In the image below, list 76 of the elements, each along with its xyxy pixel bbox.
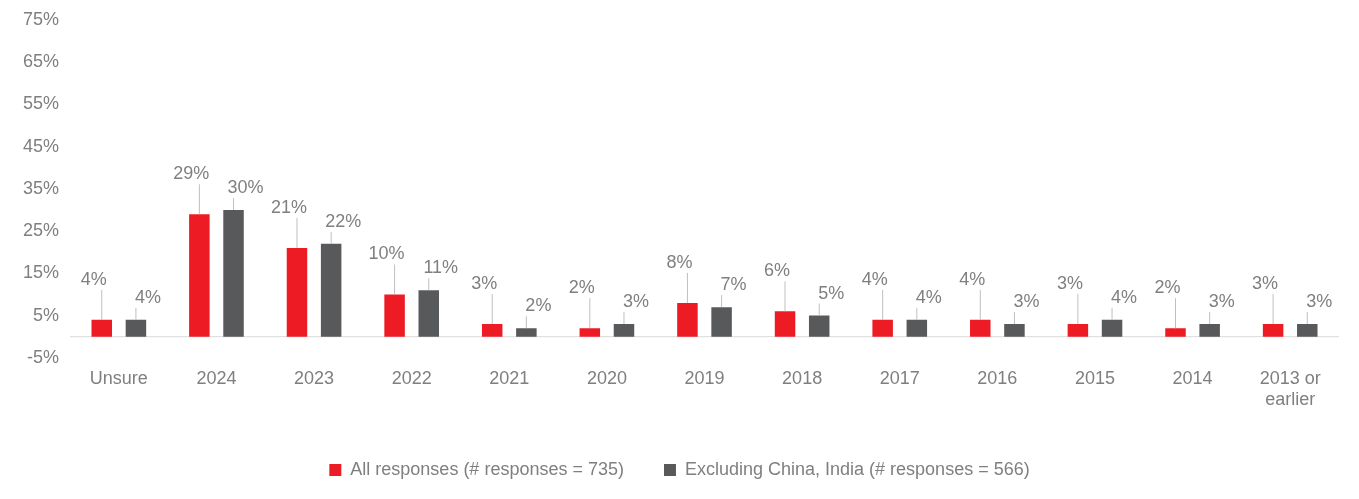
data-label: 4% bbox=[915, 286, 942, 307]
bar bbox=[1297, 324, 1318, 337]
y-tick-label: 45% bbox=[23, 135, 60, 156]
bar bbox=[1165, 328, 1186, 337]
bar bbox=[1101, 319, 1123, 337]
bar bbox=[516, 328, 537, 337]
data-label: 5% bbox=[818, 282, 845, 303]
bar bbox=[1067, 324, 1089, 337]
data-label: 3% bbox=[471, 272, 498, 293]
data-label: 4% bbox=[861, 268, 888, 289]
data-label: 22% bbox=[325, 210, 362, 231]
bar bbox=[808, 315, 830, 337]
x-tick-label: 2023 bbox=[294, 367, 335, 388]
bar bbox=[418, 290, 440, 337]
x-tick-label: 2021 bbox=[489, 367, 530, 388]
data-label: 8% bbox=[666, 251, 693, 272]
bar bbox=[91, 319, 112, 337]
bar bbox=[481, 324, 503, 337]
bar bbox=[711, 307, 732, 337]
bar bbox=[906, 319, 928, 337]
bar bbox=[774, 311, 796, 337]
y-tick-label: -5% bbox=[27, 346, 60, 367]
data-label: 29% bbox=[173, 163, 210, 184]
bar bbox=[677, 302, 698, 337]
x-tick-label: 2022 bbox=[391, 367, 432, 388]
data-label: 7% bbox=[720, 274, 747, 295]
x-tick-label: 2014 bbox=[1172, 367, 1213, 388]
bar bbox=[1199, 324, 1220, 337]
x-tick-label: 2013 or earlier bbox=[1259, 367, 1321, 410]
x-tick-label: 2015 bbox=[1074, 367, 1115, 388]
data-label: 4% bbox=[80, 268, 107, 289]
x-tick-label: 2019 bbox=[684, 367, 725, 388]
y-tick-label: 5% bbox=[33, 304, 60, 325]
bar bbox=[970, 319, 991, 337]
bar bbox=[872, 319, 893, 337]
data-label: 3% bbox=[1013, 290, 1040, 311]
bar bbox=[613, 324, 635, 337]
data-label: 3% bbox=[1208, 290, 1235, 311]
data-label: 30% bbox=[227, 176, 264, 197]
data-label: 10% bbox=[368, 243, 405, 264]
x-tick-label: 2017 bbox=[879, 367, 920, 388]
bar bbox=[579, 328, 601, 337]
bar bbox=[320, 243, 342, 337]
bar bbox=[223, 210, 244, 337]
x-tick-label: 2016 bbox=[977, 367, 1018, 388]
y-tick-label: 25% bbox=[23, 220, 60, 241]
y-tick-label: 55% bbox=[23, 93, 60, 114]
bar bbox=[1004, 324, 1025, 337]
bar bbox=[125, 319, 147, 337]
data-label: 2% bbox=[525, 295, 552, 316]
data-label: 21% bbox=[270, 196, 307, 217]
data-label: 6% bbox=[764, 260, 791, 281]
data-label: 4% bbox=[959, 268, 986, 289]
x-tick-label: 2018 bbox=[782, 367, 823, 388]
data-label: 3% bbox=[622, 290, 649, 311]
y-tick-label: 65% bbox=[23, 51, 60, 72]
bar bbox=[1262, 324, 1284, 337]
data-label: 3% bbox=[1252, 272, 1279, 293]
data-label: 3% bbox=[1306, 290, 1333, 311]
data-label: 11% bbox=[423, 257, 459, 278]
y-tick-label: 15% bbox=[23, 262, 60, 283]
y-tick-label: 35% bbox=[23, 177, 60, 198]
bar bbox=[189, 214, 210, 337]
bar bbox=[384, 294, 405, 337]
y-tick-label: 75% bbox=[23, 8, 60, 29]
x-tick-label: Unsure bbox=[89, 367, 148, 388]
data-label: 4% bbox=[1111, 286, 1138, 307]
legend-label: Excluding China, India (# responses = 566) bbox=[684, 458, 1030, 479]
data-label: 3% bbox=[1056, 272, 1083, 293]
data-label: 4% bbox=[134, 286, 161, 307]
x-tick-label: 2024 bbox=[196, 367, 237, 388]
data-label: 2% bbox=[1154, 277, 1181, 298]
bar bbox=[286, 248, 308, 337]
x-tick-label: 2020 bbox=[586, 367, 627, 388]
data-label: 2% bbox=[568, 277, 595, 298]
legend-label: All responses (# responses = 735) bbox=[350, 458, 624, 479]
